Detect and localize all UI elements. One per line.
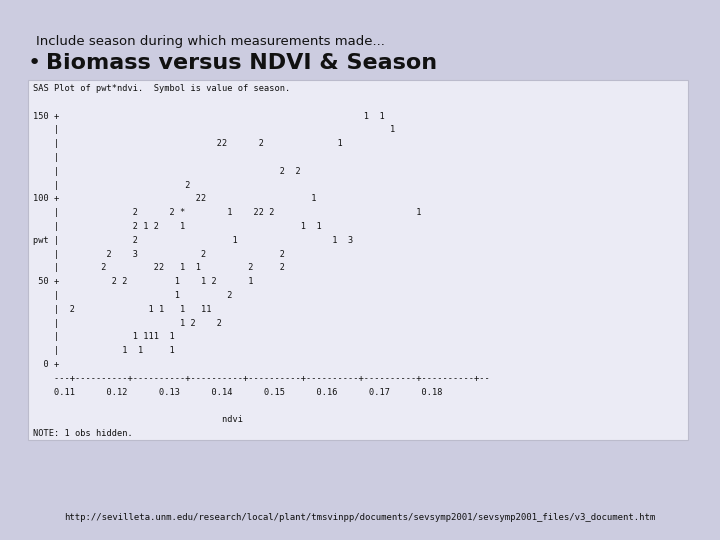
Text: Biomass versus NDVI & Season: Biomass versus NDVI & Season [46,53,437,73]
Text: SAS Plot of pwt*ndvi.  Symbol is value of season.: SAS Plot of pwt*ndvi. Symbol is value of… [33,84,290,93]
FancyBboxPatch shape [28,80,688,440]
Text: 150 +                                                          1  1: 150 + 1 1 [33,112,384,120]
Text: |         2    3            2              2: | 2 3 2 2 [33,249,285,259]
Text: ---+----------+----------+----------+----------+----------+----------+----------: ---+----------+----------+----------+---… [33,374,490,383]
Text: NOTE: 1 obs hidden.: NOTE: 1 obs hidden. [33,429,132,438]
Text: |              2 1 2    1                      1  1: | 2 1 2 1 1 1 [33,222,322,231]
Text: |  2              1 1   1   11: | 2 1 1 1 11 [33,305,212,314]
Text: pwt |              2                  1                  1  3: pwt | 2 1 1 3 [33,236,354,245]
Text: •: • [28,53,41,73]
Text: Include season during which measurements made...: Include season during which measurements… [36,35,385,48]
Text: |        2         22   1  1         2     2: | 2 22 1 1 2 2 [33,264,285,272]
Text: |                              22      2              1: | 22 2 1 [33,139,343,148]
Text: |: | [33,153,59,162]
Text: http://sevilleta.unm.edu/research/local/plant/tmsvinpp/documents/sevsymp2001/sev: http://sevilleta.unm.edu/research/local/… [64,513,656,522]
Text: 100 +                          22                    1: 100 + 22 1 [33,194,317,204]
Text: |                      1         2: | 1 2 [33,291,233,300]
Text: 0.11      0.12      0.13      0.14      0.15      0.16      0.17      0.18: 0.11 0.12 0.13 0.14 0.15 0.16 0.17 0.18 [33,388,443,396]
Text: 0 +: 0 + [33,360,59,369]
Text: |                       1 2    2: | 1 2 2 [33,319,222,328]
Text: |            1  1     1: | 1 1 1 [33,346,175,355]
Text: |                                                               1: | 1 [33,125,395,134]
Text: ndvi: ndvi [33,415,243,424]
Text: 50 +          2 2         1    1 2      1: 50 + 2 2 1 1 2 1 [33,277,253,286]
Text: |              2      2 *        1    22 2                           1: | 2 2 * 1 22 2 1 [33,208,421,217]
Text: |                        2: | 2 [33,180,191,190]
Text: |              1 111  1: | 1 111 1 [33,333,175,341]
Text: |                                          2  2: | 2 2 [33,167,301,176]
